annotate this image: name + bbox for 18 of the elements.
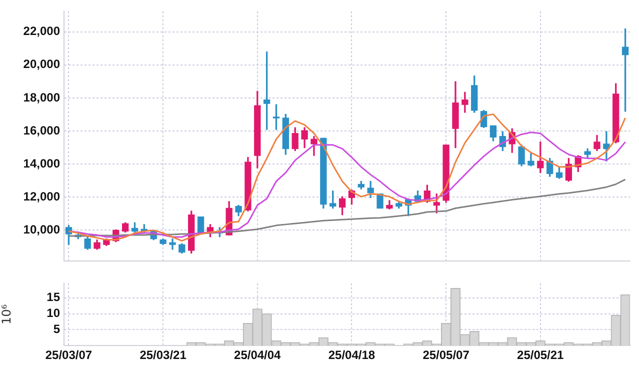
y-tick-label: 20,000	[23, 57, 60, 72]
y-tick-label: 16,000	[23, 123, 60, 138]
y-tick-label: 5	[53, 322, 60, 336]
x-tick-label: 25/05/21	[517, 348, 564, 362]
y-tick-label: 15	[46, 290, 60, 304]
x-tick-label: 25/05/07	[422, 348, 470, 362]
y-tick-label: 10	[46, 306, 60, 320]
candlestick	[169, 238, 176, 250]
y-tick-label: 10,000	[23, 222, 60, 237]
x-tick-label: 25/04/04	[234, 348, 282, 362]
y-tick-label: 22,000	[23, 24, 60, 38]
x-tick-label: 25/03/07	[45, 348, 92, 362]
y-tick-label: 12,000	[23, 189, 60, 204]
x-tick-label: 25/04/18	[328, 348, 376, 362]
y-tick-label: 14,000	[23, 156, 60, 170]
y-axis-title: 10⁶	[0, 304, 14, 324]
x-tick-label: 25/03/21	[140, 348, 187, 362]
y-tick-label: 18,000	[23, 90, 60, 104]
